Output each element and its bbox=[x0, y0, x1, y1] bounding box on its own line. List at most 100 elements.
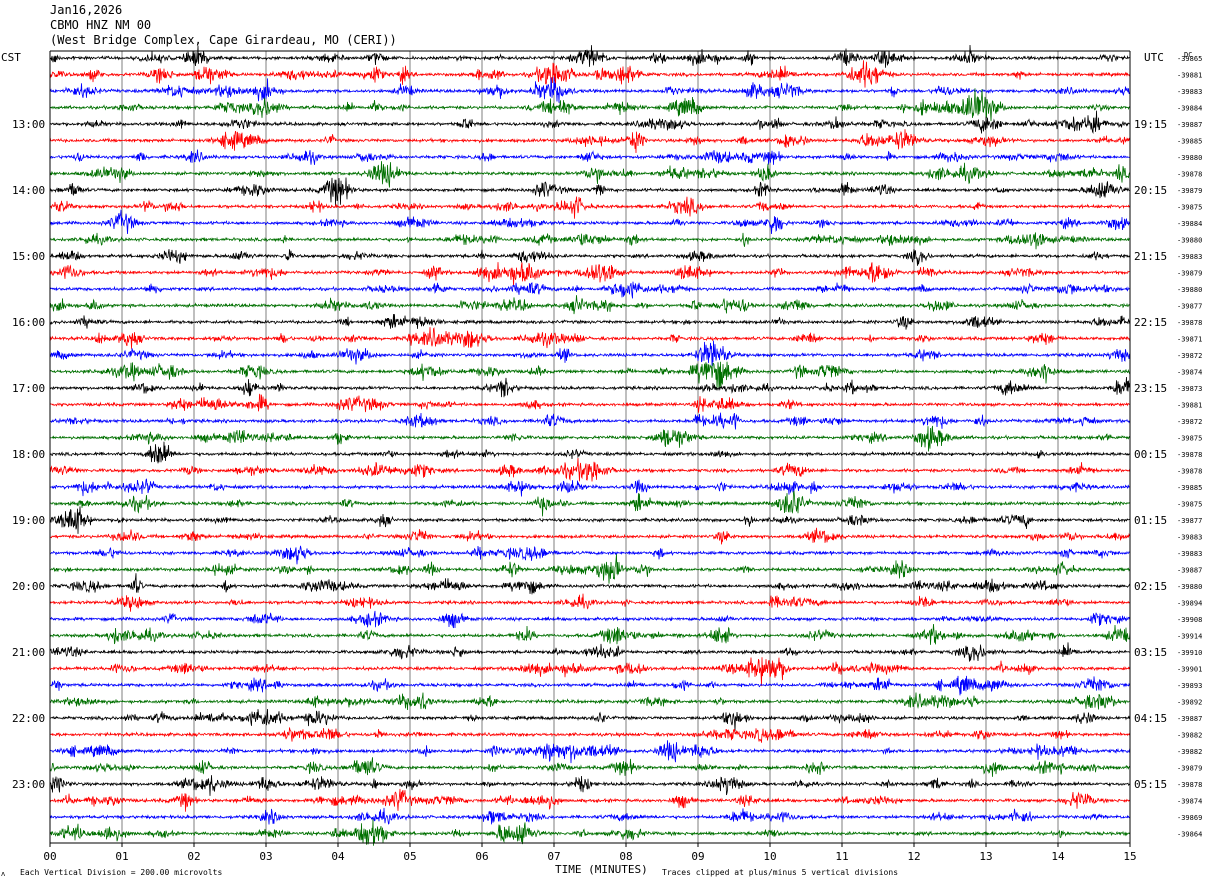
dc-offset-label: -39878 bbox=[1177, 319, 1202, 327]
dc-offset-label: -39882 bbox=[1177, 748, 1202, 756]
trace-24 bbox=[49, 425, 1131, 452]
dc-offset-label: -39908 bbox=[1177, 616, 1202, 624]
dc-offset-label: -39910 bbox=[1177, 649, 1202, 657]
scale-note: Each Vertical Division = 200.00 microvol… bbox=[20, 868, 222, 877]
trace-19 bbox=[49, 340, 1131, 366]
cst-hour-label: 22:00 bbox=[12, 712, 45, 725]
trace-48 bbox=[49, 819, 1131, 846]
trace-23 bbox=[49, 412, 1131, 430]
dc-offset-label: -39883 bbox=[1177, 534, 1202, 542]
x-tick-label-12: 12 bbox=[907, 850, 920, 863]
cst-hour-label: 16:00 bbox=[12, 316, 45, 329]
dc-offset-label: -39875 bbox=[1177, 435, 1202, 443]
dc-offset-label: -39880 bbox=[1177, 286, 1202, 294]
dc-offset-label: -39878 bbox=[1177, 468, 1202, 476]
cst-hour-label: 13:00 bbox=[12, 118, 45, 131]
cst-hour-label: 23:00 bbox=[12, 778, 45, 791]
cst-hour-label: 17:00 bbox=[12, 382, 45, 395]
trace-8 bbox=[49, 161, 1131, 188]
trace-32 bbox=[49, 554, 1131, 584]
x-tick-label-07: 07 bbox=[547, 850, 560, 863]
trace-39 bbox=[49, 675, 1131, 696]
trace-1 bbox=[49, 44, 1131, 68]
dc-offset-label: -39885 bbox=[1177, 484, 1202, 492]
trace-42 bbox=[49, 727, 1131, 743]
x-tick-label-08: 08 bbox=[619, 850, 632, 863]
dc-offset-label: -39873 bbox=[1177, 385, 1202, 393]
dc-offset-label: -39878 bbox=[1177, 451, 1202, 459]
x-tick-label-10: 10 bbox=[763, 850, 776, 863]
x-tick-label-11: 11 bbox=[835, 850, 848, 863]
plot-frame bbox=[49, 50, 1131, 844]
cst-hour-label: 19:00 bbox=[12, 514, 45, 527]
dc-offset-label: -39872 bbox=[1177, 352, 1202, 360]
x-axis-title: TIME (MINUTES) bbox=[555, 863, 648, 876]
x-tick-label-04: 04 bbox=[331, 850, 345, 863]
cst-hour-label: 14:00 bbox=[12, 184, 45, 197]
dc-offset-label: -39879 bbox=[1177, 187, 1202, 195]
dc-offset-label: -39880 bbox=[1177, 237, 1202, 245]
trace-14 bbox=[49, 262, 1130, 287]
utc-hour-label: 01:15 bbox=[1134, 514, 1167, 527]
dc-offset-label: -39881 bbox=[1177, 402, 1202, 410]
dc-offset-label: -39887 bbox=[1177, 715, 1202, 723]
trace-30 bbox=[49, 527, 1131, 545]
trace-7 bbox=[49, 149, 1131, 165]
trace-46 bbox=[49, 788, 1131, 812]
utc-hour-label: 00:15 bbox=[1134, 448, 1167, 461]
dc-offset-label: -39865 bbox=[1177, 55, 1202, 63]
dc-offset-label: -39887 bbox=[1177, 121, 1202, 129]
trace-2 bbox=[49, 60, 1131, 89]
dc-offset-label: -39877 bbox=[1177, 517, 1202, 525]
dc-offset-label: -39880 bbox=[1177, 154, 1202, 162]
trace-21 bbox=[49, 376, 1131, 398]
trace-3 bbox=[49, 77, 1131, 103]
utc-hour-label: 02:15 bbox=[1134, 580, 1167, 593]
trace-31 bbox=[49, 545, 1131, 565]
x-tick-label-13: 13 bbox=[979, 850, 992, 863]
trace-44 bbox=[49, 757, 1131, 777]
dc-offset-label: -39883 bbox=[1177, 253, 1202, 261]
utc-label: UTC bbox=[1144, 51, 1164, 64]
trace-9 bbox=[49, 177, 1131, 207]
dc-offset-label: -39879 bbox=[1177, 270, 1202, 278]
dc-offset-label: -39874 bbox=[1177, 369, 1202, 377]
trace-34 bbox=[49, 593, 1131, 612]
x-tick-label-01: 01 bbox=[115, 850, 128, 863]
trace-17 bbox=[49, 313, 1131, 330]
dc-offset-label: -39871 bbox=[1177, 336, 1202, 344]
cst-label: CST bbox=[1, 51, 21, 64]
x-tick-label-15: 15 bbox=[1123, 850, 1136, 863]
trace-35 bbox=[49, 610, 1131, 629]
location-label: (West Bridge Complex, Cape Girardeau, MO… bbox=[50, 33, 397, 47]
x-tick-label-06: 06 bbox=[475, 850, 488, 863]
dc-offset-label: -39872 bbox=[1177, 418, 1202, 426]
dc-offset-label: -39878 bbox=[1177, 171, 1202, 179]
dc-offset-label: -39887 bbox=[1177, 567, 1202, 575]
trace-28 bbox=[49, 490, 1131, 517]
utc-hour-label: 22:15 bbox=[1134, 316, 1167, 329]
vertical-gridlines bbox=[49, 51, 1131, 843]
dc-offset-label: -39880 bbox=[1177, 583, 1202, 591]
dc-offset-label: -39881 bbox=[1177, 72, 1202, 80]
dc-offset-label: -39901 bbox=[1177, 666, 1202, 674]
axis-labels: 00 01 02 03 04 05 06 07 08 09 10 11 12 13 14 15 13:00 14:… bbox=[12, 55, 1202, 863]
trace-12 bbox=[49, 232, 1131, 250]
trace-16 bbox=[49, 295, 1131, 315]
utc-hour-label: 04:15 bbox=[1134, 712, 1167, 725]
trace-27 bbox=[49, 478, 1131, 497]
dc-offset-label: -39878 bbox=[1177, 781, 1202, 789]
trace-11 bbox=[49, 209, 1131, 235]
trace-5 bbox=[49, 110, 1131, 135]
x-tick-label-14: 14 bbox=[1051, 850, 1065, 863]
trace-13 bbox=[49, 249, 1131, 266]
trace-33 bbox=[49, 573, 1131, 595]
dc-offset-label: -39884 bbox=[1177, 220, 1202, 228]
utc-hour-label: 23:15 bbox=[1134, 382, 1167, 395]
trace-47 bbox=[49, 807, 1131, 825]
dc-offset-label: -39885 bbox=[1177, 138, 1202, 146]
dc-offset-label: -39884 bbox=[1177, 105, 1202, 113]
dc-offset-label: -39879 bbox=[1177, 765, 1202, 773]
trace-4 bbox=[49, 88, 1131, 122]
